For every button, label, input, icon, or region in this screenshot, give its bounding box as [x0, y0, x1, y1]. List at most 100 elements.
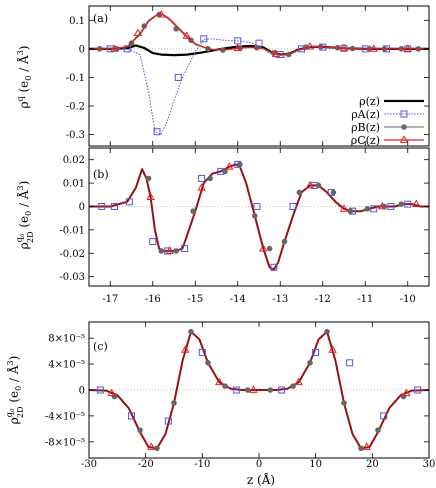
- legend-marker: [400, 110, 408, 118]
- data-point-marker: [173, 248, 179, 254]
- x-tick-label: -20: [138, 459, 154, 470]
- y-tick-label: 8×10⁻⁵: [48, 334, 85, 345]
- data-point-marker: [244, 387, 251, 393]
- data-point-marker: [205, 360, 211, 366]
- legend: ρ(z)ρA(z)ρB(z)ρC(z): [351, 95, 424, 147]
- data-point-marker: [158, 248, 165, 254]
- data-point-marker: [182, 31, 192, 39]
- data-point-marker: [341, 400, 347, 406]
- data-point-marker: [207, 175, 213, 182]
- panel-c-xlabel: z (Å): [247, 472, 275, 487]
- x-tick-label: 10: [309, 459, 322, 470]
- data-point-marker: [146, 192, 155, 201]
- data-point-marker: [141, 23, 148, 29]
- data-point-marker: [149, 238, 157, 246]
- data-point-marker: [403, 44, 413, 52]
- data-point-marker: [233, 43, 243, 52]
- y-tick-label: -8×10⁻⁵: [45, 437, 85, 448]
- data-point-marker: [249, 385, 258, 393]
- data-point-marker: [362, 442, 371, 450]
- data-point-marker: [296, 189, 303, 196]
- y-tick-label: 0.02: [63, 155, 85, 166]
- legend-label: ρ(z): [359, 95, 380, 108]
- data-point-marker: [404, 200, 412, 208]
- x-tick-label: -30: [81, 459, 97, 470]
- x-tick-label: -10: [194, 459, 210, 470]
- data-point-marker: [375, 427, 381, 433]
- data-point-marker: [198, 174, 206, 182]
- data-point-marker: [402, 388, 411, 397]
- x-tick-label: 0: [256, 459, 262, 470]
- data-point-marker: [398, 201, 405, 207]
- panel-c-label: (c): [93, 340, 108, 353]
- legend-label: ρC(z): [351, 134, 380, 147]
- data-point-marker: [281, 238, 288, 245]
- panel-a-label: (a): [93, 12, 108, 25]
- data-point-marker: [258, 243, 268, 252]
- data-point-marker: [188, 328, 194, 335]
- plot-frame: [88, 147, 430, 287]
- data-point-marker: [222, 383, 228, 389]
- data-point-marker: [156, 9, 166, 18]
- panel-a-ylabel: ρq (e0 / Å3): [16, 45, 33, 108]
- legend-marker: [401, 124, 407, 130]
- data-point-marker: [324, 328, 330, 335]
- data-point-marker: [346, 359, 354, 367]
- data-point-marker: [153, 128, 161, 136]
- panel-0-plot: 0.1 0 -0.1 -0.2 -0.3 ρ(z)ρA(z)ρB(z)ρC(z): [66, 5, 430, 147]
- data-point-marker: [200, 35, 208, 43]
- data-point-marker: [171, 400, 177, 406]
- data-point-marker: [111, 393, 118, 400]
- data-point-marker: [305, 41, 315, 50]
- data-point-marker: [98, 202, 106, 210]
- data-point-marker: [307, 360, 313, 366]
- y-tick-label: -0.01: [59, 225, 85, 236]
- data-point-marker: [190, 208, 196, 214]
- data-point-marker: [96, 386, 104, 394]
- data-point-marker: [147, 442, 156, 450]
- panel-b: (b) ρqσ2D (e0 / Å3): [15, 168, 109, 249]
- data-point-marker: [328, 345, 337, 353]
- data-point-marker: [222, 168, 228, 175]
- data-point-marker: [370, 205, 378, 213]
- x-tick-label: -11: [357, 294, 373, 305]
- data-point-marker: [164, 247, 172, 255]
- y-tick-label: 0: [79, 386, 85, 397]
- legend-label: ρA(z): [351, 108, 380, 121]
- data-point-marker: [165, 246, 175, 254]
- data-point-marker: [137, 427, 143, 433]
- y-tick-label: 0.01: [63, 179, 85, 190]
- y-tick-label: 0: [79, 202, 85, 213]
- y-tick-label: 0.1: [69, 16, 85, 27]
- data-point-marker: [312, 348, 320, 356]
- y-tick-label: -0.1: [66, 73, 85, 84]
- plot-frame: [88, 5, 430, 147]
- x-tick-label: -13: [272, 294, 288, 305]
- data-point-marker: [197, 183, 206, 191]
- x-tick-label: -16: [145, 294, 161, 305]
- data-point-marker: [294, 377, 303, 386]
- panel-b-ylabel: ρqσ2D (e0 / Å3): [15, 181, 35, 250]
- y-tick-label: -0.02: [59, 249, 85, 260]
- panel-c-ylabel: ρqσ2D (e0 / Å3): [5, 356, 25, 425]
- data-point-marker: [154, 445, 160, 452]
- y-tick-label: 0: [79, 44, 85, 55]
- data-point-marker: [271, 49, 281, 57]
- data-point-marker: [174, 73, 182, 81]
- x-tick-label: -10: [400, 294, 416, 305]
- panel-2-plot: -30 -20 -10 0 10 20 30 8×10⁻⁵ 4×10⁻⁵ 0 -4×10⁻⁵ -8×1…: [45, 321, 436, 470]
- panel-b-label: (b): [93, 168, 109, 181]
- data-point-marker: [110, 44, 119, 52]
- data-point-marker: [107, 388, 116, 397]
- y-tick-label: -0.2: [66, 102, 85, 113]
- data-point-marker: [224, 162, 234, 170]
- data-point-marker: [414, 386, 422, 394]
- data-point-marker: [411, 199, 421, 208]
- data-point-marker: [215, 377, 224, 386]
- x-tick-label: 30: [423, 459, 436, 470]
- data-point-marker: [289, 202, 297, 210]
- data-point-marker: [270, 263, 278, 271]
- data-point-marker: [387, 202, 395, 210]
- data-point-marker: [305, 180, 315, 189]
- data-point-marker: [377, 201, 387, 210]
